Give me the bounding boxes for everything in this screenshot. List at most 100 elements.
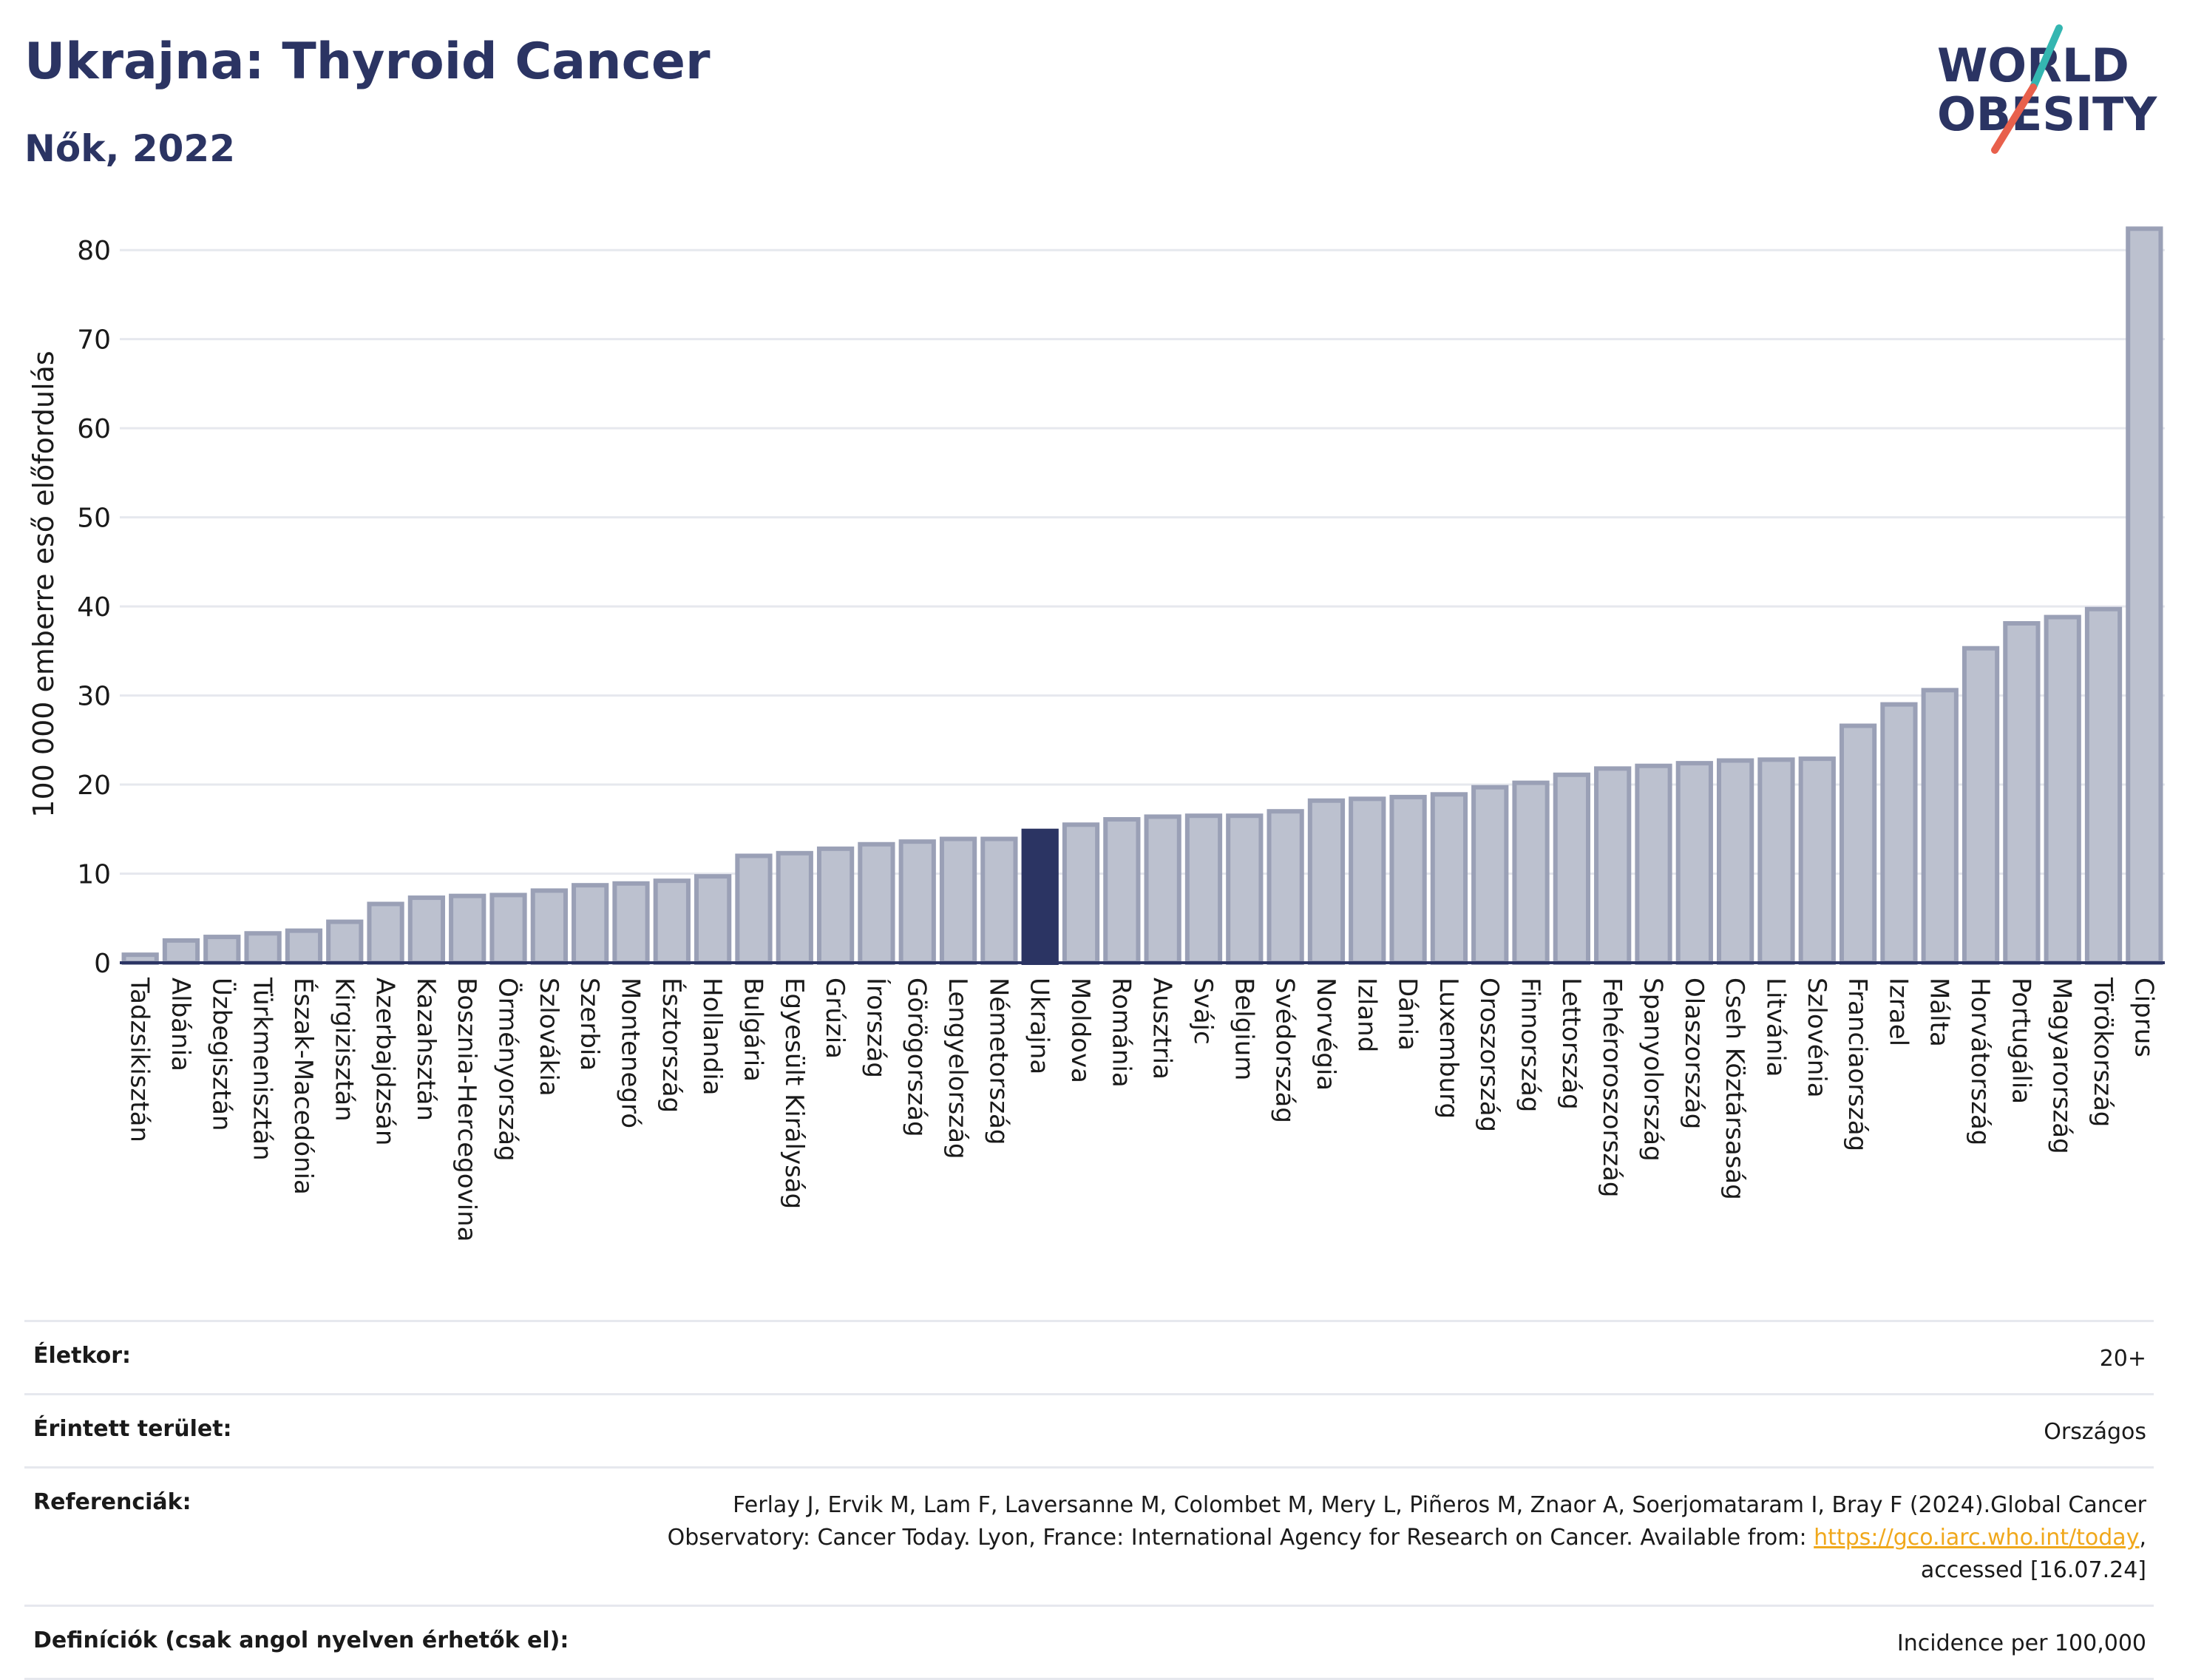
- x-tick-label: Franciaország: [1842, 978, 1872, 1151]
- x-tick-label: Svájc: [1188, 978, 1218, 1045]
- bar-15: [735, 853, 773, 966]
- x-tick-label: Egyesült Királyság: [779, 978, 809, 1209]
- y-tick-label: 80: [77, 236, 111, 266]
- page-title: Ukrajna: Thyroid Cancer: [24, 33, 711, 91]
- y-tick-label: 20: [77, 770, 111, 801]
- x-tick-label: Üzbegisztán: [206, 978, 237, 1131]
- x-tick-label: Románia: [1106, 978, 1136, 1088]
- area-label: Érintett terület:: [33, 1416, 232, 1442]
- x-tick-label: Szlovénia: [1802, 978, 1831, 1098]
- y-tick-labels: 0 10 20 30 40 50 60 70 80: [77, 236, 111, 979]
- x-tick-label: Finnország: [1516, 978, 1545, 1112]
- x-tick-label: Lengyelország: [943, 978, 972, 1159]
- bar-32: [1430, 792, 1468, 966]
- bar-16: [776, 850, 813, 966]
- world-obesity-logo: WORLD OBESITY: [1937, 24, 2157, 154]
- bar-42: [1839, 723, 1877, 965]
- x-tick-label: Albánia: [166, 978, 195, 1071]
- info-row-references: Referenciák: Ferlay J, Ervik M, Lam F, L…: [24, 1466, 2154, 1605]
- area-value: Országos: [2044, 1419, 2146, 1445]
- x-tick-label: Örményország: [493, 978, 523, 1162]
- bar-22: [1021, 828, 1059, 965]
- bar-43: [1880, 702, 1918, 965]
- x-tick-label: Kirgizisztán: [329, 978, 359, 1122]
- y-tick-label: 60: [77, 414, 111, 444]
- bar-29: [1307, 798, 1346, 965]
- x-tick-label: Portugália: [2006, 978, 2035, 1104]
- x-tick-label: Málta: [1925, 978, 1954, 1047]
- x-tick-label: Magyarország: [2047, 978, 2077, 1154]
- x-tick-label: Bosznia-Hercegovina: [452, 978, 481, 1242]
- x-tick-label: Izrael: [1883, 978, 1913, 1046]
- info-row-age: Életkor: 20+: [24, 1320, 2154, 1393]
- x-tick-label: Dánia: [1393, 978, 1423, 1051]
- y-tick-label: 10: [77, 860, 111, 890]
- bar-5: [326, 919, 364, 965]
- bar-25: [1144, 814, 1181, 966]
- bar-39: [1717, 758, 1754, 965]
- definitions-value: Incidence per 100,000: [1896, 1630, 2146, 1656]
- logo-slash-teal: [2030, 24, 2063, 91]
- info-row-area: Érintett terület: Országos: [24, 1393, 2154, 1466]
- bar-20: [939, 836, 977, 965]
- bar-30: [1349, 796, 1386, 966]
- bar-11: [572, 883, 609, 965]
- bar-7: [407, 895, 446, 965]
- age-label: Életkor:: [33, 1343, 132, 1369]
- bar-3: [244, 931, 282, 965]
- references-label: Referenciák:: [33, 1489, 191, 1515]
- bars: [121, 226, 2163, 966]
- bar-10: [530, 888, 568, 966]
- x-tick-label: Oroszország: [1474, 978, 1504, 1132]
- x-tick-label: Belgium: [1229, 978, 1258, 1080]
- bar-35: [1553, 772, 1590, 966]
- bar-23: [1062, 822, 1100, 966]
- reference-link[interactable]: https://gco.iarc.who.int/today: [1814, 1525, 2140, 1551]
- reference-text-3: accessed [16.07.24]: [1920, 1557, 2146, 1583]
- x-tick-label: Spanyolország: [1638, 978, 1668, 1162]
- bar-34: [1512, 780, 1550, 965]
- x-tick-label: Görögország: [902, 978, 932, 1137]
- info-row-definitions: Definíciók (csak angol nyelven érhetők e…: [24, 1605, 2154, 1680]
- x-tick-label: Izland: [1352, 978, 1381, 1052]
- x-tick-label: Litvánia: [1760, 978, 1790, 1077]
- bar-12: [612, 881, 650, 966]
- bar-14: [694, 874, 732, 965]
- x-tick-label: Ausztria: [1147, 978, 1177, 1080]
- info-table: Életkor: 20+ Érintett terület: Országos …: [24, 1320, 2154, 1680]
- bar-46: [2003, 620, 2041, 965]
- reference-text-2: Observatory: Cancer Today. Lyon, France:…: [667, 1525, 1807, 1551]
- bar-19: [898, 839, 936, 965]
- logo-line2: OBESITY: [1937, 87, 2157, 141]
- x-tick-label: Azerbajdzsán: [370, 978, 400, 1145]
- x-tick-label: Írország: [861, 978, 891, 1078]
- y-tick-label: 70: [77, 325, 111, 356]
- bar-41: [1798, 756, 1836, 965]
- bar-45: [1961, 646, 2000, 965]
- bar-17: [816, 846, 855, 966]
- age-value: 20+: [2099, 1346, 2146, 1372]
- bar-44: [1921, 688, 1959, 965]
- bar-48: [2084, 606, 2123, 965]
- bar-40: [1757, 757, 1795, 966]
- bar-4: [285, 928, 323, 965]
- x-tick-label: Ukrajna: [1025, 978, 1054, 1074]
- x-tick-label: Fehéroroszország: [1597, 978, 1627, 1197]
- x-tick-label: Hollandia: [697, 978, 727, 1096]
- bar-33: [1471, 785, 1509, 965]
- bar-18: [858, 841, 895, 966]
- bar-31: [1389, 794, 1427, 966]
- reference-text-1: Ferlay J, Ervik M, Lam F, Laversanne M, …: [733, 1492, 2146, 1518]
- y-axis-label: 100 000 emberre eső előfordulás: [27, 350, 60, 817]
- x-tick-label: Grúzia: [820, 978, 850, 1059]
- x-tick-label: Cseh Köztársaság: [1720, 978, 1749, 1200]
- bar-13: [653, 878, 691, 965]
- x-tick-label: Tadzsikisztán: [125, 977, 155, 1142]
- bar-37: [1635, 763, 1672, 965]
- x-tick-label: Montenegró: [616, 978, 645, 1128]
- bar-1: [162, 938, 200, 966]
- bar-38: [1675, 761, 1713, 965]
- x-tick-label: Norvégia: [1311, 978, 1340, 1091]
- bar-27: [1226, 813, 1264, 965]
- bar-6: [367, 901, 404, 965]
